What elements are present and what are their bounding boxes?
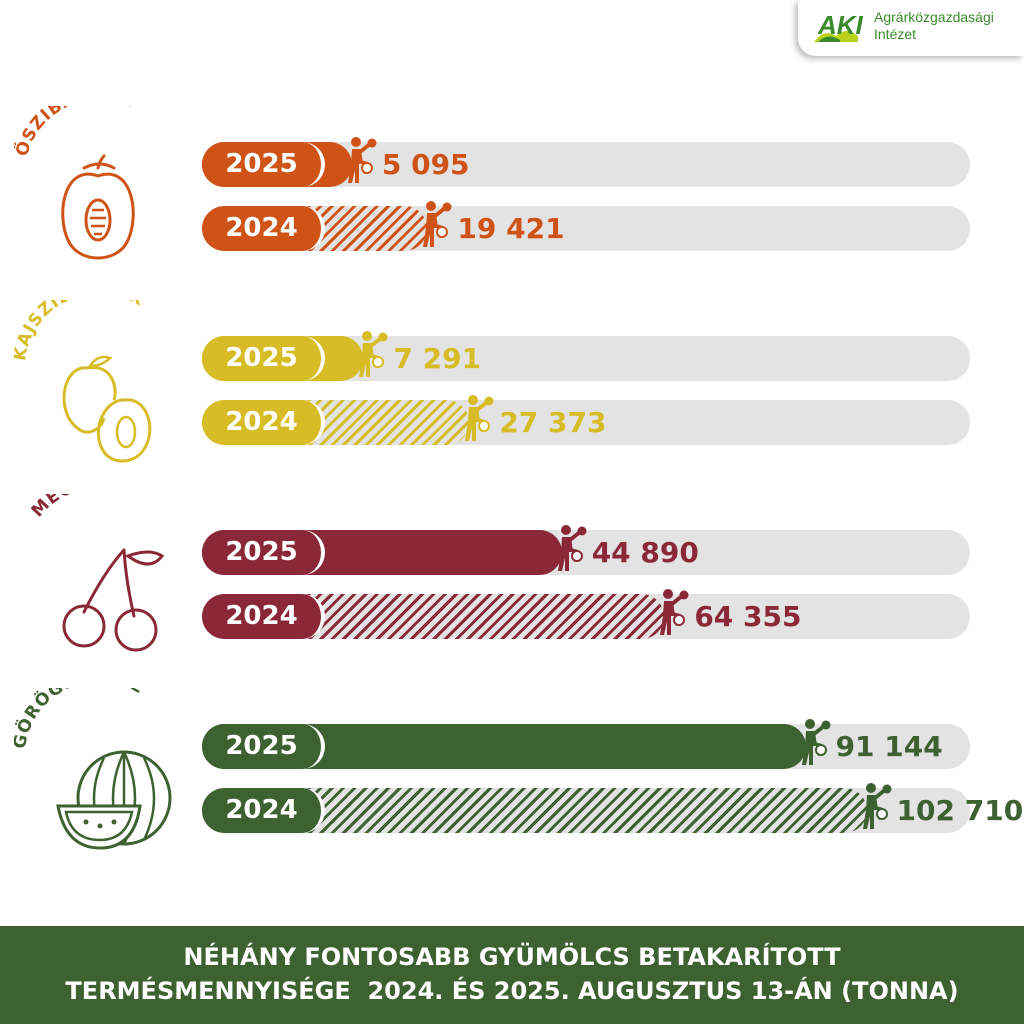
footer-title: NÉHÁNY FONTOSABB GYÜMÖLCS BETAKARÍTOTT T…: [0, 926, 1024, 1024]
fruit-picker-icon: [660, 589, 689, 635]
value-label: 27 373: [499, 406, 607, 439]
footer-title-line-1: NÉHÁNY FONTOSABB GYÜMÖLCS BETAKARÍTOTT: [183, 943, 841, 971]
year-label: 2024: [202, 400, 325, 445]
logo-line-1: Agrárközgazdasági: [874, 9, 994, 25]
svg-text:GÖRÖGDINNYE: GÖRÖGDINNYE: [14, 688, 148, 750]
value-label: 44 890: [591, 536, 699, 569]
cherry-icon: MEGGY: [28, 494, 165, 652]
fruit-picker-icon: [801, 719, 831, 765]
year-label: 2024: [202, 206, 325, 251]
svg-text:KAJSZIBARACK: KAJSZIBARACK: [14, 300, 148, 362]
logo-text: Agrárközgazdasági Intézet: [874, 9, 994, 43]
year-label: 2024: [202, 594, 325, 639]
apricot-icon: KAJSZIBARACK: [14, 300, 152, 463]
value-label: 7 291: [393, 342, 482, 375]
fruit-picker-icon: [557, 525, 587, 571]
watermelon-icon: GÖRÖGDINNYE: [14, 688, 172, 850]
fruit-picker-icon: [347, 137, 377, 183]
year-label: 2025: [202, 724, 325, 769]
fruit-picker-icon: [862, 783, 892, 829]
aki-logo-icon: AKI: [814, 10, 864, 42]
logo-line-2: Intézet: [874, 26, 917, 42]
value-label: 5 095: [381, 148, 470, 181]
fruit-picker-icon: [465, 395, 494, 441]
logo-box: AKI Agrárközgazdasági Intézet: [798, 0, 1024, 56]
value-label: 102 710: [896, 794, 1024, 827]
fruit-label: ŐSZIBARACK: [14, 106, 136, 159]
svg-text:ŐSZIBARACK: ŐSZIBARACK: [14, 106, 137, 159]
peach-icon: ŐSZIBARACK: [14, 106, 137, 260]
value-label: 91 144: [835, 730, 943, 763]
year-label: 2024: [202, 788, 325, 833]
svg-text:MEGGY: MEGGY: [28, 494, 103, 521]
logo-mark-text: AKI: [817, 10, 864, 40]
footer-title-line-2: TERMÉSMENNYISÉGE 2024. ÉS 2025. AUGUSZTU…: [65, 977, 959, 1005]
fruit-label: MEGGY: [28, 494, 102, 521]
value-label: 64 355: [694, 600, 802, 633]
year-label: 2025: [202, 336, 325, 381]
fruit-label: KAJSZIBARACK: [14, 300, 147, 362]
value-label: 19 421: [457, 212, 565, 245]
fruit-picker-icon: [359, 331, 388, 377]
fruit-picker-icon: [423, 201, 452, 247]
bar-2024-2: [262, 594, 665, 639]
year-label: 2025: [202, 530, 325, 575]
bar-2024-3: [262, 788, 867, 833]
year-label: 2025: [202, 142, 325, 187]
fruit-label: GÖRÖGDINNYE: [14, 688, 147, 750]
